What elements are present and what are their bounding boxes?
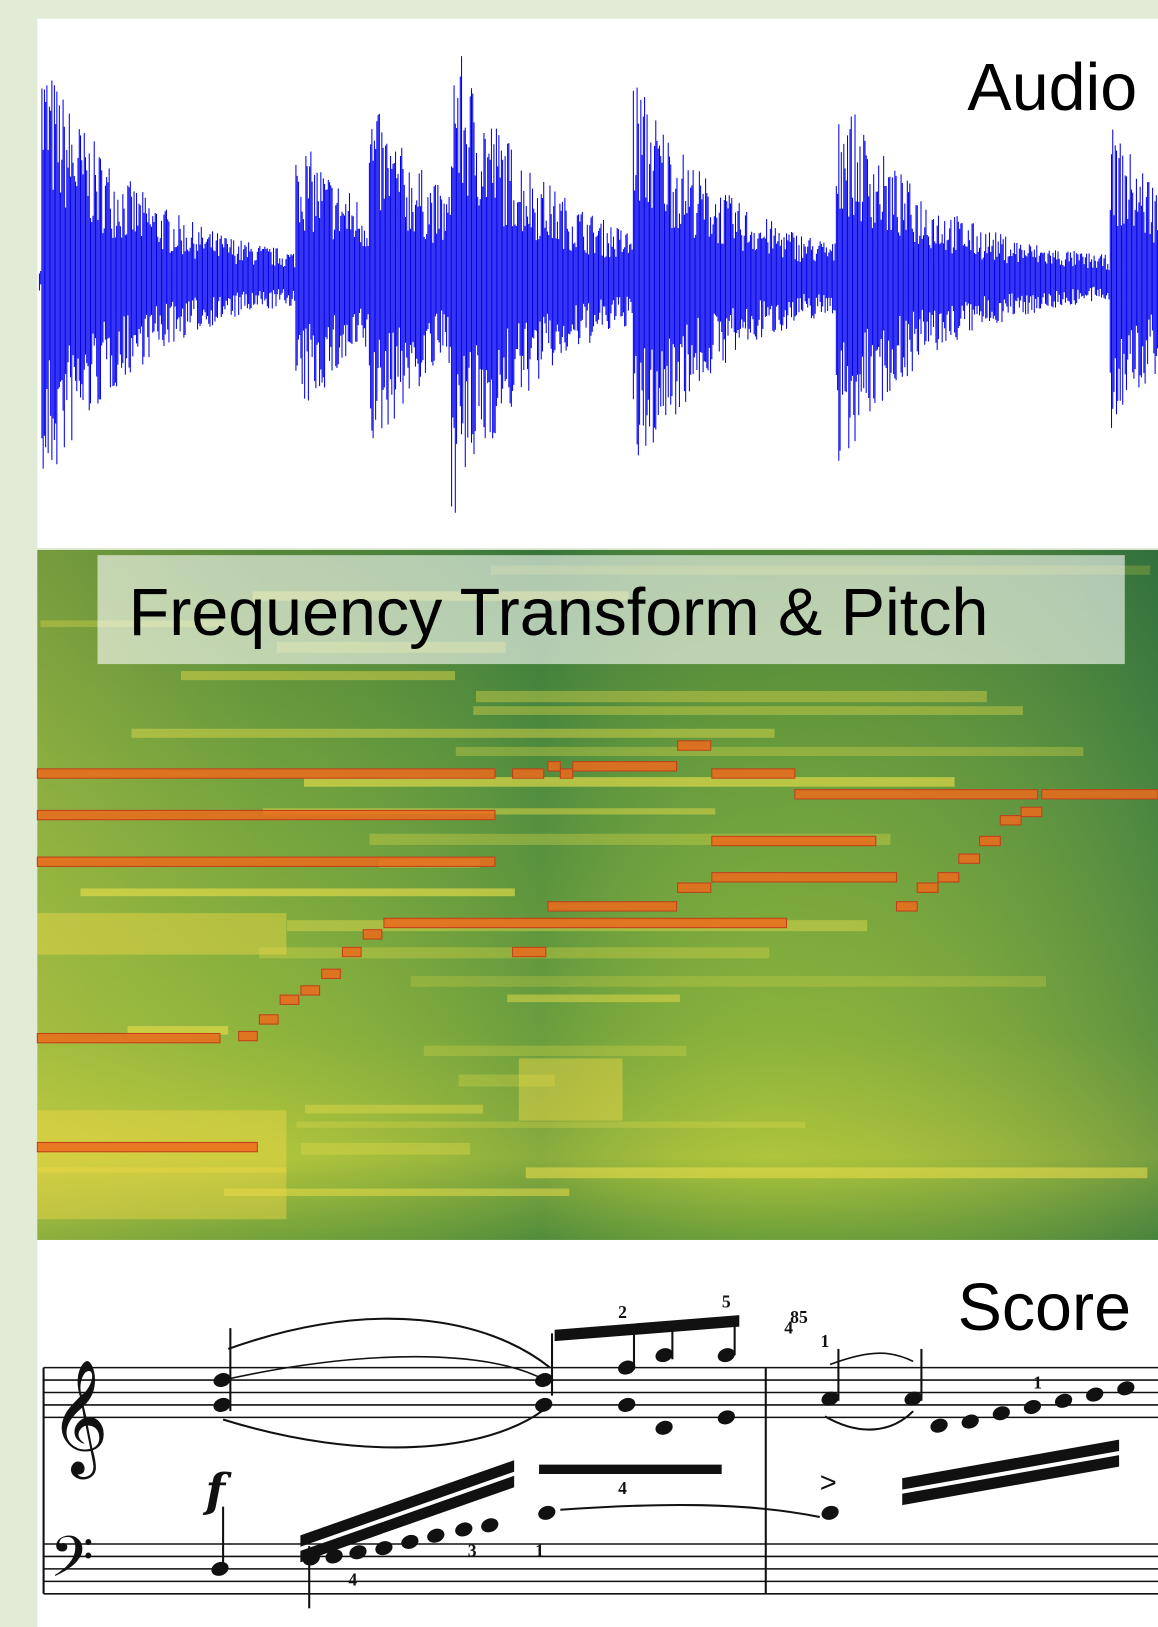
pitch-bar (239, 1031, 258, 1040)
pitch-bar (1021, 807, 1042, 816)
pitch-bar (897, 902, 918, 911)
fingering: 4 (618, 1478, 627, 1498)
harmonic-stripe (507, 995, 680, 1003)
pitch-bar (917, 883, 938, 892)
pitch-bar (560, 769, 572, 778)
pitch-bar (980, 836, 1001, 845)
pitch-bar (363, 930, 382, 939)
energy-blob (37, 1110, 286, 1172)
page: Audio Frequency Transform & Pitch 𝄞 𝄢 f … (0, 0, 1158, 1627)
score-label: Score (958, 1271, 1131, 1345)
harmonic-stripe (305, 1105, 483, 1114)
pitch-bar (301, 986, 320, 995)
fingering: 3 (468, 1540, 477, 1560)
pitch-bar (322, 969, 341, 978)
pitch-bar (678, 741, 711, 750)
pitch-bar (712, 769, 795, 778)
pitch-bar (37, 1033, 220, 1042)
energy-blob (37, 1167, 286, 1219)
svg-text:𝄢: 𝄢 (50, 1525, 94, 1605)
pitch-bar (513, 947, 546, 956)
audio-label: Audio (967, 51, 1137, 125)
harmonic-stripe (476, 691, 987, 702)
pitch-bar (280, 995, 299, 1004)
harmonic-stripe (296, 1122, 805, 1128)
pitch-bar (37, 810, 495, 819)
pitch-bar (37, 769, 495, 778)
harmonic-stripe (424, 1046, 687, 1056)
pitch-bar (712, 873, 897, 882)
svg-text:>: > (820, 1467, 837, 1499)
harmonic-stripe (456, 747, 1084, 756)
pitch-bar (513, 769, 544, 778)
pitch-bar (1000, 816, 1021, 825)
pitch-bar (37, 1142, 257, 1151)
pitch-bar (959, 854, 980, 863)
figure: Audio Frequency Transform & Pitch 𝄞 𝄢 f … (0, 0, 1158, 1627)
harmonic-stripe (526, 1167, 1148, 1178)
energy-blob (519, 1058, 623, 1120)
pitch-bar (573, 762, 677, 771)
pitch-bar (712, 836, 876, 845)
pitch-bar (678, 883, 711, 892)
pitch-bar (342, 947, 361, 956)
pitch-bar (548, 762, 560, 771)
fingering: 1 (821, 1331, 830, 1351)
harmonic-stripe (301, 1143, 470, 1155)
harmonic-stripe (411, 976, 1046, 987)
svg-text:𝄞: 𝄞 (50, 1360, 109, 1480)
pitch-bar (384, 918, 787, 927)
pitch-bar (548, 902, 677, 911)
harmonic-stripe (131, 729, 774, 738)
pitch-bar (1042, 790, 1158, 799)
fingering: 1 (1033, 1372, 1042, 1392)
fingering: 2 (618, 1302, 627, 1322)
pitch-bar (259, 1015, 278, 1024)
fingering: 1 (535, 1540, 544, 1560)
spectrogram-label: Frequency Transform & Pitch (129, 576, 989, 650)
harmonic-stripe (80, 888, 514, 896)
harmonic-stripe (473, 706, 1023, 715)
fingering: 5 (722, 1291, 731, 1311)
pitch-bar (37, 857, 495, 866)
pitch-bar (795, 790, 1038, 799)
harmonic-stripe (181, 671, 455, 680)
pitch-bar (938, 873, 959, 882)
fingering: 4 (348, 1569, 357, 1589)
fingering: 85 (790, 1307, 808, 1327)
energy-blob (37, 913, 286, 955)
